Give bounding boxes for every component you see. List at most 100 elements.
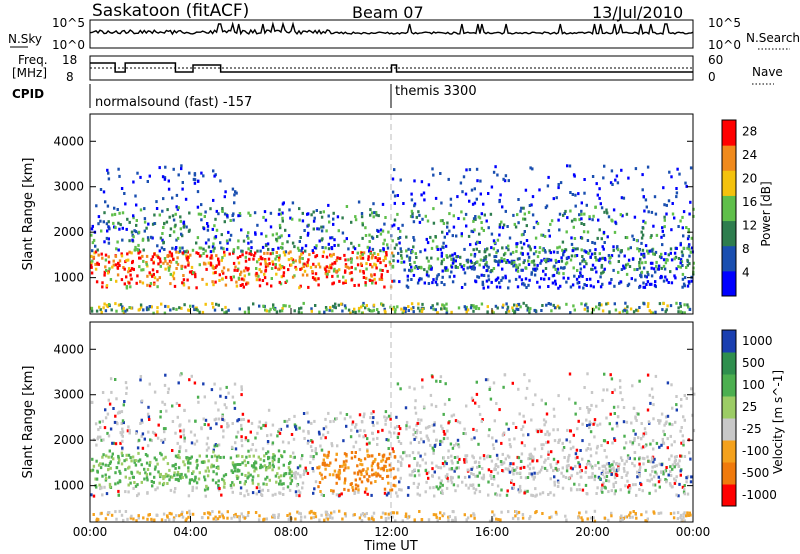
scatter-cell	[162, 226, 165, 229]
scatter-cell	[594, 205, 597, 209]
scatter-cell	[591, 241, 594, 244]
scatter-cell	[222, 516, 225, 520]
scatter-cell	[121, 446, 124, 450]
scatter-cell	[432, 429, 436, 433]
scatter-cell	[505, 422, 508, 426]
scatter-cell	[107, 255, 110, 259]
scatter-cell	[533, 245, 537, 249]
scatter-cell	[176, 441, 179, 445]
scatter-cell	[294, 476, 298, 480]
scatter-cell	[120, 513, 124, 517]
scatter-cell	[394, 308, 397, 312]
scatter-cell	[578, 407, 582, 410]
scatter-cell	[404, 515, 407, 518]
scatter-cell	[568, 372, 572, 376]
scatter-cell	[671, 212, 675, 216]
scatter-cell	[495, 251, 498, 255]
scatter-cell	[203, 512, 206, 516]
scatter-cell	[448, 212, 451, 216]
scatter-cell	[179, 429, 182, 433]
scatter-cell	[538, 246, 542, 250]
scatter-cell	[312, 457, 315, 461]
scatter-cell	[679, 515, 682, 519]
scatter-cell	[417, 265, 420, 269]
scatter-cell	[150, 480, 153, 483]
scatter-cell	[619, 516, 622, 520]
scatter-cell	[454, 516, 457, 520]
scatter-cell	[456, 266, 460, 269]
scatter-cell	[423, 268, 426, 272]
scatter-cell	[574, 193, 577, 197]
scatter-cell	[446, 473, 449, 477]
scatter-cell	[580, 236, 584, 240]
scatter-cell	[641, 233, 645, 237]
scatter-cell	[239, 492, 242, 495]
scatter-cell	[550, 465, 553, 469]
scatter-cell	[169, 260, 173, 264]
scatter-cell	[584, 303, 587, 307]
scatter-cell	[466, 260, 469, 264]
scatter-cell	[156, 285, 159, 289]
scatter-cell	[279, 479, 282, 483]
scatter-cell	[328, 220, 331, 224]
scatter-cell	[263, 464, 267, 468]
scatter-cell	[114, 482, 117, 486]
scatter-cell	[182, 283, 186, 287]
scatter-cell	[500, 510, 503, 514]
scatter-cell	[296, 510, 299, 514]
scatter-cell	[350, 278, 353, 282]
scatter-cell	[447, 519, 450, 522]
scatter-cell	[277, 457, 281, 461]
scatter-cell	[279, 491, 282, 495]
scatter-cell	[602, 388, 605, 392]
scatter-cell	[181, 246, 184, 250]
scatter-cell	[371, 454, 374, 458]
scatter-cell	[522, 232, 525, 236]
scatter-cell	[343, 468, 346, 472]
scatter-cell	[682, 210, 686, 214]
scatter-cell	[366, 479, 370, 483]
scatter-cell	[532, 455, 535, 459]
scatter-cell	[661, 308, 664, 312]
scatter-cell	[522, 217, 525, 221]
scatter-cell	[237, 418, 240, 422]
scatter-cell	[161, 400, 164, 404]
scatter-cell	[220, 233, 223, 237]
scatter-cell	[278, 235, 282, 239]
scatter-cell	[436, 257, 440, 261]
scatter-cell	[241, 455, 244, 459]
scatter-cell	[638, 488, 641, 491]
scatter-cell	[312, 251, 315, 254]
scatter-cell	[268, 309, 271, 313]
scatter-cell	[140, 463, 143, 467]
scatter-cell	[97, 222, 100, 226]
scatter-cell	[128, 431, 131, 435]
scatter-cell	[202, 461, 205, 464]
scatter-cell	[301, 273, 305, 277]
scatter-cell	[354, 425, 357, 429]
scatter-cell	[288, 515, 292, 519]
scatter-cell	[610, 169, 614, 173]
scatter-cell	[472, 456, 475, 460]
scatter-cell	[544, 273, 547, 277]
scatter-cell	[99, 188, 103, 191]
scatter-cell	[605, 475, 609, 478]
scatter-cell	[145, 226, 148, 230]
scatter-cell	[139, 375, 143, 378]
scatter-cell	[504, 457, 507, 461]
scatter-cell	[507, 427, 510, 431]
scatter-cell	[371, 473, 374, 477]
scatter-cell	[147, 307, 150, 311]
scatter-cell	[250, 448, 253, 452]
scatter-cell	[578, 488, 581, 492]
scatter-cell	[315, 254, 319, 258]
scatter-cell	[519, 471, 522, 475]
scatter-cell	[673, 257, 676, 261]
scatter-cell	[196, 190, 200, 194]
scatter-cell	[446, 232, 449, 236]
scatter-cell	[202, 252, 205, 255]
scatter-cell	[587, 475, 591, 479]
scatter-cell	[492, 239, 496, 243]
scatter-cell	[648, 421, 651, 425]
scatter-cell	[378, 452, 381, 456]
